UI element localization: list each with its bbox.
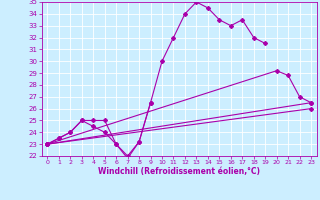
X-axis label: Windchill (Refroidissement éolien,°C): Windchill (Refroidissement éolien,°C): [98, 167, 260, 176]
